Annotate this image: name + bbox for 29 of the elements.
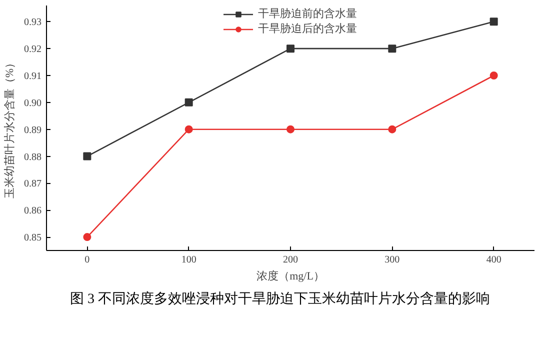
point: [83, 152, 92, 160]
x-axis-title: 浓度（mg/L）: [256, 270, 324, 282]
y-tick-label: 0.87: [24, 178, 42, 190]
point: [388, 44, 396, 53]
y-tick-label: 0.92: [24, 44, 42, 56]
legend-label: 干旱胁迫前的含水量: [258, 7, 357, 21]
y-tick-label: 0.86: [24, 206, 42, 217]
point: [286, 125, 294, 134]
point: [490, 72, 498, 80]
x-tick-label: 300: [384, 254, 400, 266]
y-tick-label: 0.89: [24, 124, 42, 136]
x-tick-label: 0: [84, 254, 90, 266]
x-tick-label: 100: [181, 254, 196, 266]
point: [286, 44, 294, 53]
caption: 图 3 不同浓度多效唑浸种对干旱胁迫下玉米幼苗叶片水分含量的影响: [70, 290, 490, 309]
x-tick-label: 200: [283, 254, 298, 266]
point: [490, 18, 498, 26]
y-tick-label: 0.88: [24, 152, 42, 163]
x-tick-label: 400: [486, 254, 502, 266]
y-tick-label: 0.90: [24, 98, 42, 109]
y-tick-label: 0.93: [24, 17, 42, 28]
point: [83, 233, 92, 242]
point: [184, 98, 193, 106]
y-tick-label: 0.91: [24, 71, 42, 82]
point: [388, 125, 396, 134]
point: [184, 125, 193, 134]
y-tick-label: 0.85: [24, 232, 42, 244]
y-axis-title: 玉米幼苗叶片水分含量（%）: [3, 57, 16, 199]
legend-label: 干旱胁迫后的含水量: [258, 22, 357, 36]
